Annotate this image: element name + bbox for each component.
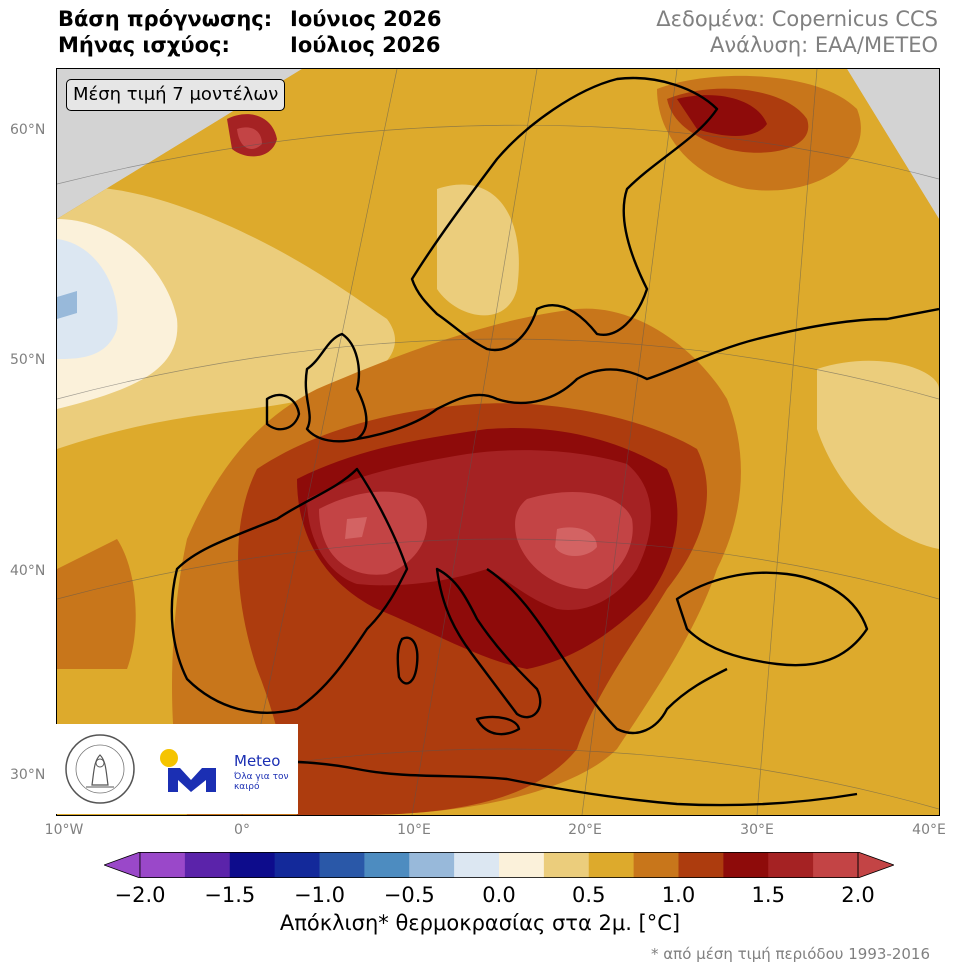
- forecast-base-label: Βάση πρόγνωσης:: [58, 7, 273, 31]
- lon-label-20e: 20°E: [568, 822, 602, 838]
- colorbar-swatch: [499, 852, 545, 878]
- meteo-logo-icon: [160, 749, 216, 792]
- colorbar-tick-label: −1.5: [204, 883, 256, 907]
- colorbar-swatch: [678, 852, 724, 878]
- map-svg: [57, 69, 939, 815]
- lat-label-40n: 40°N: [10, 563, 46, 579]
- anomaly-map: [56, 68, 940, 816]
- logo-panel: Meteo Όλα για τον καιρό: [56, 724, 298, 814]
- lon-label-40e: 40°E: [912, 822, 946, 838]
- colorbar-swatch: [409, 852, 455, 878]
- colorbar-swatch: [543, 852, 590, 878]
- colorbar-swatch: [633, 852, 679, 878]
- lon-label-30e: 30°E: [740, 822, 774, 838]
- lon-label-0: 0°: [234, 822, 250, 838]
- italy-coast: [435, 567, 542, 719]
- data-source: Δεδομένα: Copernicus CCS: [656, 7, 938, 31]
- anomaly-contours: [57, 69, 939, 815]
- colorbar-swatch: [813, 852, 859, 878]
- colorbar-title: Απόκλιση* θερμοκρασίας στα 2μ. [°C]: [279, 911, 681, 935]
- anomaly-field-max: [345, 517, 597, 556]
- colorbar-swatch: [364, 852, 410, 878]
- credits: Δεδομένα: Copernicus CCS Ανάλυση: ΕΑΑ/ME…: [656, 6, 938, 58]
- continent-coast: [356, 307, 939, 441]
- scandinavia-coast: [410, 76, 719, 352]
- colorbar-tick-label: 0.5: [572, 883, 606, 907]
- colorbar-extend-min: [104, 852, 141, 878]
- iberia-coast: [170, 467, 409, 714]
- colorbar-swatch: [768, 852, 814, 878]
- anomaly-field-0-0: [57, 184, 939, 549]
- ensemble-label: Μέση τιμή 7 μοντέλων: [66, 79, 286, 111]
- colorbar: [104, 852, 894, 878]
- colorbar-swatch: [184, 852, 231, 878]
- lat-label-60n: 60°N: [10, 122, 46, 138]
- colorbar-swatch: [229, 852, 276, 878]
- meteo-logo-name: Meteo: [234, 752, 281, 770]
- colorbar-frame: [139, 852, 859, 878]
- sardinia-coast: [396, 636, 419, 685]
- colorbar-swatch: [723, 852, 769, 878]
- lat-label-50n: 50°N: [10, 352, 46, 368]
- colorbar-extend-max: [857, 852, 894, 878]
- colorbar-swatch: [588, 852, 635, 878]
- meteo-logo-tagline: Όλα για τον καιρό: [234, 772, 289, 792]
- uk-coast: [304, 332, 368, 443]
- colorbar-swatch: [140, 852, 186, 878]
- colorbar-tick-label: 1.0: [661, 883, 696, 907]
- colorbar-swatch: [319, 852, 365, 878]
- colorbar-tick-label: −2.0: [114, 883, 166, 907]
- colorbar-tick-label: −0.5: [383, 883, 435, 907]
- colorbar-swatch: [454, 852, 500, 878]
- lon-label-10e: 10°E: [397, 822, 431, 838]
- colorbar-tick-label: 1.5: [751, 883, 785, 907]
- balkans-coast: [486, 568, 728, 735]
- valid-month-value: Ιούλιος 2026: [290, 33, 441, 57]
- black-sea-coast: [675, 571, 869, 667]
- ireland-coast: [265, 393, 301, 431]
- forecast-header: Βάση πρόγνωσης: Ιούνιος 2026 Μήνας ισχύο…: [58, 6, 442, 58]
- lon-label-10w: 10°W: [44, 822, 84, 838]
- lat-label-30n: 30°N: [10, 767, 46, 783]
- colorbar-swatch: [274, 852, 320, 878]
- sicily-coast: [475, 715, 521, 736]
- anomaly-field-0-5: [57, 239, 118, 359]
- analysis-credit: Ανάλυση: ΕΑΑ/METEO: [710, 33, 938, 57]
- forecast-base-value: Ιούνιος 2026: [290, 7, 442, 31]
- anomaly-field-1-75: [227, 114, 651, 610]
- colorbar-footnote: * από μέση τιμή περιόδου 1993-2016: [651, 945, 930, 963]
- colorbar-tick-label: 2.0: [841, 883, 875, 907]
- valid-month-label: Μήνας ισχύος:: [58, 33, 230, 57]
- observatory-seal-logo: [65, 734, 135, 804]
- coastlines: [170, 76, 939, 807]
- blue-spot: [57, 291, 77, 319]
- colorbar-tick-label: −1.0: [294, 883, 345, 907]
- north-africa-coast: [186, 760, 858, 807]
- colorbar-tick-label: 0.0: [482, 883, 516, 907]
